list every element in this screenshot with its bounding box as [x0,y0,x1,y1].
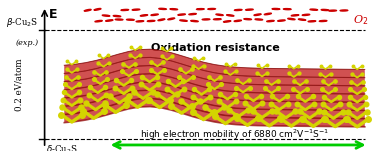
Ellipse shape [254,14,261,16]
Ellipse shape [284,9,291,10]
Ellipse shape [340,10,348,11]
Text: O$_2$: O$_2$ [353,13,369,27]
Ellipse shape [95,20,102,22]
Polygon shape [64,98,365,127]
Ellipse shape [319,20,327,22]
Ellipse shape [208,8,215,10]
Text: $\delta$-Cu$_2$S: $\delta$-Cu$_2$S [46,143,78,151]
Ellipse shape [94,8,101,10]
Ellipse shape [158,19,165,21]
Ellipse shape [84,9,91,11]
Ellipse shape [159,8,166,10]
Ellipse shape [216,14,223,16]
Text: 0.2 eV/atom: 0.2 eV/atom [14,58,23,111]
Ellipse shape [278,20,285,21]
Ellipse shape [127,19,134,20]
Ellipse shape [115,19,123,20]
Ellipse shape [168,18,175,20]
Ellipse shape [329,10,336,11]
Ellipse shape [291,15,299,16]
Ellipse shape [197,9,204,10]
Text: high electron mobility of 6880 cm$^2$V$^{-1}$S$^{-1}$: high electron mobility of 6880 cm$^2$V$^… [140,127,329,142]
Ellipse shape [299,19,306,20]
Polygon shape [64,82,365,110]
Ellipse shape [321,9,329,11]
Ellipse shape [191,20,198,22]
Text: $\beta$-Cu$_2$S: $\beta$-Cu$_2$S [6,16,39,29]
Ellipse shape [106,20,113,21]
Ellipse shape [170,9,178,10]
Ellipse shape [136,21,144,22]
Ellipse shape [255,19,263,20]
Ellipse shape [272,8,280,10]
Ellipse shape [264,13,271,15]
Ellipse shape [223,21,231,22]
Ellipse shape [234,20,242,22]
Ellipse shape [202,19,210,20]
Ellipse shape [288,18,295,20]
Ellipse shape [132,9,140,10]
Ellipse shape [267,20,274,22]
Ellipse shape [113,15,121,17]
Ellipse shape [227,15,234,16]
Ellipse shape [147,20,155,22]
Ellipse shape [302,14,310,16]
Ellipse shape [214,19,221,20]
Ellipse shape [244,19,251,20]
Ellipse shape [121,9,129,11]
Polygon shape [64,57,365,86]
Text: (exp.): (exp.) [15,39,39,47]
Text: E: E [49,8,57,21]
Polygon shape [64,66,365,94]
Ellipse shape [178,14,185,15]
Ellipse shape [151,14,158,16]
Ellipse shape [246,9,253,10]
Ellipse shape [180,20,187,21]
Ellipse shape [310,9,318,10]
Polygon shape [64,74,365,102]
Polygon shape [64,49,365,78]
Text: Oxidation resistance: Oxidation resistance [151,43,280,53]
Ellipse shape [234,9,242,11]
Ellipse shape [189,13,196,15]
Ellipse shape [102,15,110,16]
Polygon shape [64,90,365,119]
Ellipse shape [140,15,147,16]
Ellipse shape [308,21,316,22]
